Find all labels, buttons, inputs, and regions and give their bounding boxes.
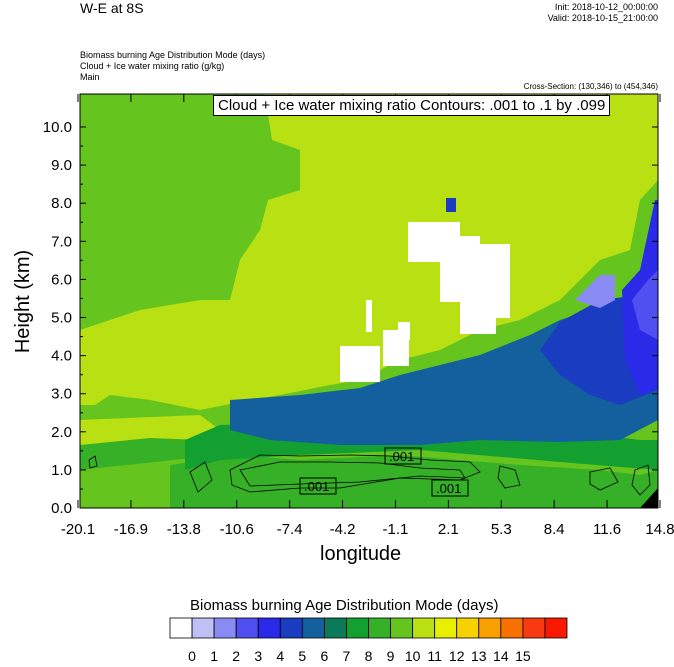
colorbar: 0 1 2 3 4 5 6 7 8 9 10 11 12 13 14 15	[169, 617, 568, 664]
x-tick-label: -1.1	[383, 521, 409, 538]
contour-line	[189, 461, 213, 493]
colorbar-label: 14	[493, 648, 509, 664]
colorbar-box	[456, 617, 480, 639]
y-tick-label: 7.0	[51, 233, 72, 250]
colorbar-box	[412, 617, 436, 639]
x-tick-label: 5.3	[491, 521, 512, 538]
colorbar-label: 15	[515, 648, 531, 664]
y-tick-label: 1.0	[51, 462, 72, 479]
colorbar-box	[368, 617, 391, 639]
terrain-mask	[640, 488, 658, 508]
y-tick-label: 10.0	[43, 119, 72, 136]
colorbar-label: 10	[405, 648, 421, 664]
plot-area: .001 .001 .001	[80, 94, 658, 508]
colorbar-box	[323, 617, 347, 639]
colorbar-box	[390, 617, 414, 639]
colorbar-label: 12	[449, 648, 465, 664]
field-1: Biomass burning Age Distribution Mode (d…	[80, 50, 266, 60]
valid-time: Valid: 2018-10-15_21:00:00	[547, 13, 658, 23]
cloud-region	[340, 346, 380, 382]
x-tick-label: 8.4	[544, 521, 565, 538]
x-tick-label: 2.1	[438, 521, 459, 538]
colorbar-label: 13	[471, 648, 487, 664]
colorbar-box	[257, 617, 281, 639]
x-tick-label: -20.1	[61, 521, 95, 538]
contour-label: .001	[304, 479, 329, 494]
colorbar-label: 4	[276, 648, 284, 664]
contour-line	[88, 455, 98, 469]
colorbar-label: 0	[188, 648, 196, 664]
colorbar-box	[213, 617, 237, 639]
cloud-region	[366, 300, 372, 332]
colorbar-box	[235, 617, 259, 639]
colorbar-box	[301, 617, 325, 639]
colorbar-label: 2	[232, 648, 240, 664]
x-tick-label: -13.8	[167, 521, 201, 538]
field-mode-5-spot	[446, 198, 456, 212]
colorbar-box	[434, 617, 458, 639]
y-tick-label: 8.0	[51, 195, 72, 212]
contour-info-box: Cloud + Ice water mixing ratio Contours:…	[213, 95, 611, 116]
colorbar-label: 9	[387, 648, 395, 664]
plot-title: W-E at 8S	[80, 0, 144, 16]
axes: 0.0 1.0 2.0 3.0 4.0 5.0 6.0 7.0 8.0 9.0 10.0 -20.1 -…	[43, 93, 674, 538]
contour-line	[497, 465, 521, 489]
y-tick-label: 3.0	[51, 386, 72, 403]
y-tick-label: 2.0	[51, 424, 72, 441]
y-tick-label: 6.0	[51, 271, 72, 288]
contour-label-box	[384, 447, 422, 465]
plot-frame	[79, 93, 659, 509]
field-mode-3	[632, 270, 658, 340]
field-list: Biomass burning Age Distribution Mode (d…	[80, 50, 265, 83]
y-tick-label: 5.0	[51, 310, 72, 327]
contour-label-box	[299, 477, 337, 495]
x-tick-label: -4.2	[330, 521, 356, 538]
contour-line	[239, 461, 466, 487]
x-axis-label: longitude	[320, 543, 402, 565]
y-tick-label: 4.0	[51, 348, 72, 365]
colorbar-label: 5	[298, 648, 306, 664]
contour-line	[229, 454, 481, 493]
colorbar-box	[500, 617, 524, 639]
colorbar-box	[169, 617, 193, 639]
y-tick-label: 0.0	[51, 500, 72, 517]
contour-label-box	[431, 479, 469, 497]
x-tick-label: -7.4	[277, 521, 303, 538]
contour-label: .001	[436, 481, 461, 496]
y-axis-label: Height (km)	[12, 249, 35, 354]
colorbar-box	[522, 617, 546, 639]
colorbar-label: 8	[365, 648, 373, 664]
field-3: Main	[80, 72, 100, 82]
colorbar-label: 6	[320, 648, 328, 664]
contour-line	[589, 467, 619, 491]
field-mode-11	[80, 94, 658, 410]
colorbar-box	[279, 617, 303, 639]
colorbar-label: 3	[254, 648, 262, 664]
x-tick-label: 14.8	[645, 521, 674, 538]
contour-label: .001	[389, 449, 414, 464]
x-tick-label: -16.9	[114, 521, 148, 538]
y-tick-label: 9.0	[51, 157, 72, 174]
x-tick-label: -10.6	[220, 521, 254, 538]
colorbar-box	[544, 617, 568, 639]
colorbar-label: 7	[343, 648, 351, 664]
field-mode-6	[230, 270, 658, 445]
cloud-region	[398, 322, 410, 340]
cross-section-label: Cross-Section: (130,346) to (454,346)	[523, 82, 658, 91]
colorbar-box	[191, 617, 215, 639]
cloud-region	[460, 300, 496, 334]
field-2: Cloud + Ice water mixing ratio (g/kg)	[80, 61, 225, 71]
x-tick-label: 11.6	[593, 521, 621, 538]
colorbar-box	[478, 617, 502, 639]
field-mode-9-surface	[170, 455, 658, 508]
colorbar-title: Biomass burning Age Distribution Mode (d…	[190, 597, 499, 614]
colorbar-box	[346, 617, 369, 639]
colorbar-label: 11	[427, 648, 442, 664]
init-valid-times: Init: 2018-10-12_00:00:00 Valid: 2018-10…	[548, 2, 658, 24]
contour-line	[631, 464, 651, 496]
init-time: Init: 2018-10-12_00:00:00	[554, 2, 658, 12]
field-mode-2	[575, 275, 615, 308]
colorbar-label: 1	[210, 648, 218, 664]
